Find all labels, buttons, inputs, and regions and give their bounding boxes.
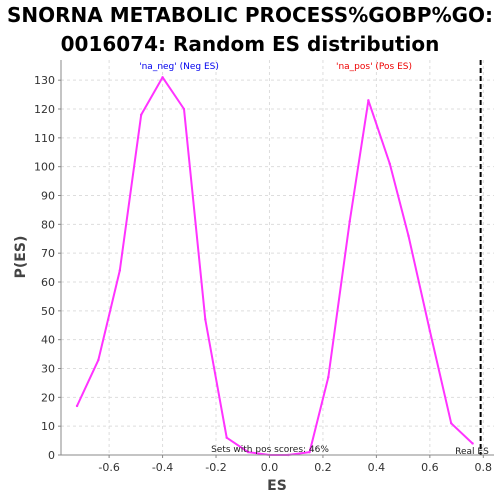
y-tick-label: 90 bbox=[41, 190, 55, 203]
data-point bbox=[118, 269, 122, 272]
y-tick-label: 30 bbox=[41, 363, 55, 376]
data-point bbox=[161, 76, 164, 79]
data-point bbox=[450, 422, 453, 425]
x-axis-label: ES bbox=[267, 478, 287, 494]
data-point bbox=[471, 442, 474, 445]
data-point bbox=[327, 375, 330, 379]
data-point bbox=[182, 107, 186, 111]
data-point bbox=[348, 220, 351, 223]
y-tick-label: 110 bbox=[34, 132, 55, 145]
data-point bbox=[75, 404, 79, 408]
y-axis-label: P(ES) bbox=[13, 236, 29, 279]
pos-scores-text: Sets with pos scores: 46% bbox=[211, 445, 329, 455]
data-point bbox=[428, 329, 432, 333]
x-tick-label: 0.6 bbox=[421, 461, 439, 474]
chart-title: SNORNA METABOLIC PROCESS%GOBP%GO: 001607… bbox=[0, 0, 500, 59]
plot-background bbox=[61, 60, 494, 455]
data-point bbox=[139, 113, 143, 116]
x-tick-label: 0.4 bbox=[368, 461, 386, 474]
data-point bbox=[308, 450, 311, 454]
y-tick-label: 0 bbox=[48, 449, 55, 462]
x-tick-label: 0.2 bbox=[314, 461, 332, 474]
y-tick-label: 120 bbox=[34, 103, 55, 116]
title-line-2: 0016074: Random ES distribution bbox=[60, 32, 440, 56]
y-tick-label: 20 bbox=[41, 391, 55, 404]
data-point bbox=[97, 358, 100, 362]
axes bbox=[58, 60, 494, 458]
data-point bbox=[388, 162, 391, 165]
x-tick-label: 0.0 bbox=[261, 461, 279, 474]
y-tick-label: 130 bbox=[34, 74, 55, 87]
title-line-1: SNORNA METABOLIC PROCESS%GOBP%GO: bbox=[6, 3, 494, 27]
y-tick-label: 60 bbox=[41, 276, 55, 289]
data-point bbox=[246, 450, 250, 454]
pos-label: 'na_pos' (Pos ES) bbox=[336, 62, 412, 72]
y-tick-label: 70 bbox=[41, 247, 55, 260]
y-tick-label: 50 bbox=[41, 305, 55, 318]
y-tick-label: 100 bbox=[34, 161, 55, 174]
data-point bbox=[225, 436, 228, 439]
x-tick-label: -0.4 bbox=[152, 461, 173, 474]
data-point bbox=[407, 234, 410, 238]
real-es-label: Real ES bbox=[455, 447, 489, 457]
y-tick-label: 80 bbox=[41, 218, 55, 231]
data-point bbox=[367, 99, 370, 102]
y-tick-label: 10 bbox=[41, 420, 55, 433]
y-tick-label: 40 bbox=[41, 334, 55, 347]
neg-label: 'na_neg' (Neg ES) bbox=[139, 62, 219, 72]
data-point bbox=[204, 318, 207, 321]
x-tick-label: -0.2 bbox=[205, 461, 226, 474]
tick-labels: -0.6 -0.4 -0.2 0.0 0.2 0.4 0.6 0.8 0 10 20 30 40 50 60… bbox=[34, 74, 492, 474]
x-tick-label: -0.6 bbox=[98, 461, 119, 474]
x-tick-label: 0.8 bbox=[475, 461, 493, 474]
